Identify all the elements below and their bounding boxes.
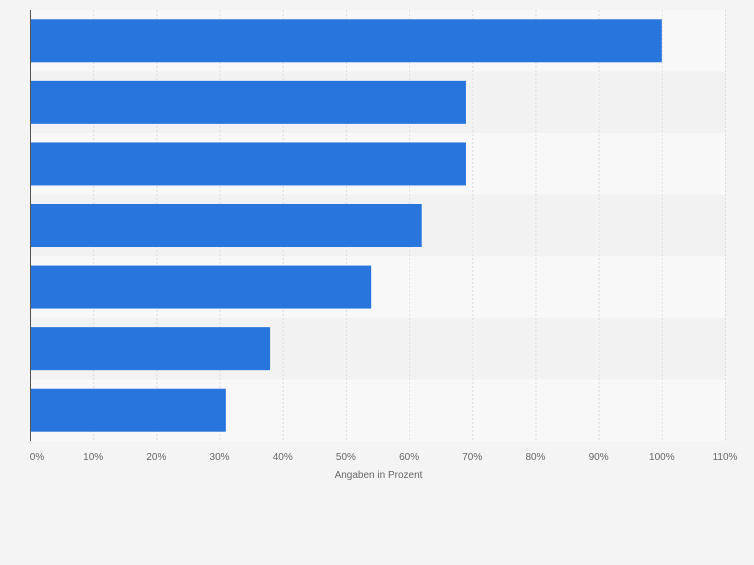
x-tick-label: 110% xyxy=(713,452,738,463)
x-tick-label: 0% xyxy=(30,452,45,463)
x-tick-label: 10% xyxy=(83,452,103,463)
bar xyxy=(30,388,226,432)
bar xyxy=(30,142,466,186)
bar xyxy=(30,204,422,247)
x-tick-label: 60% xyxy=(399,452,419,463)
x-tick-label: 100% xyxy=(649,452,675,463)
bar xyxy=(30,327,271,371)
x-tick-label: 50% xyxy=(336,452,356,463)
x-tick-label: 40% xyxy=(273,452,293,463)
bar xyxy=(30,19,662,63)
x-tick-label: 20% xyxy=(146,452,166,463)
x-axis-label: Angaben in Prozent xyxy=(335,470,423,481)
x-tick-label: 70% xyxy=(462,452,482,463)
x-tick-label: 80% xyxy=(525,452,545,463)
bars xyxy=(30,19,662,432)
x-tick-label: 90% xyxy=(589,452,609,463)
x-tick-labels: 0% 10% 20% 30% 40% 50% 60% 70% 80% 90% 100% 110% xyxy=(30,452,738,463)
x-tick-label: 30% xyxy=(210,452,230,463)
bar xyxy=(30,80,466,124)
bar xyxy=(30,265,372,309)
